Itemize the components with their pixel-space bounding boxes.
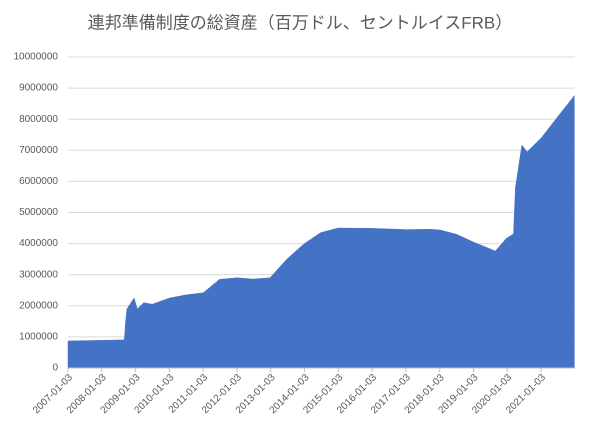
- y-tick-label: 2000000: [19, 300, 58, 311]
- y-tick-label: 1000000: [19, 332, 58, 343]
- y-tick-label: 5000000: [19, 207, 58, 218]
- y-tick-label: 4000000: [19, 238, 58, 249]
- y-tick-label: 7000000: [19, 145, 58, 156]
- y-tick-label: 0: [52, 363, 58, 374]
- area: [67, 94, 575, 369]
- y-tick-label: 6000000: [19, 176, 58, 187]
- y-tick-label: 8000000: [19, 114, 58, 125]
- y-tick-label: 3000000: [19, 269, 58, 280]
- y-tick-label: 9000000: [19, 83, 58, 94]
- chart-title: 連邦準備制度の総資産（百万ドル、セントルイスFRB）: [88, 13, 513, 32]
- y-tick-label: 10000000: [14, 52, 59, 63]
